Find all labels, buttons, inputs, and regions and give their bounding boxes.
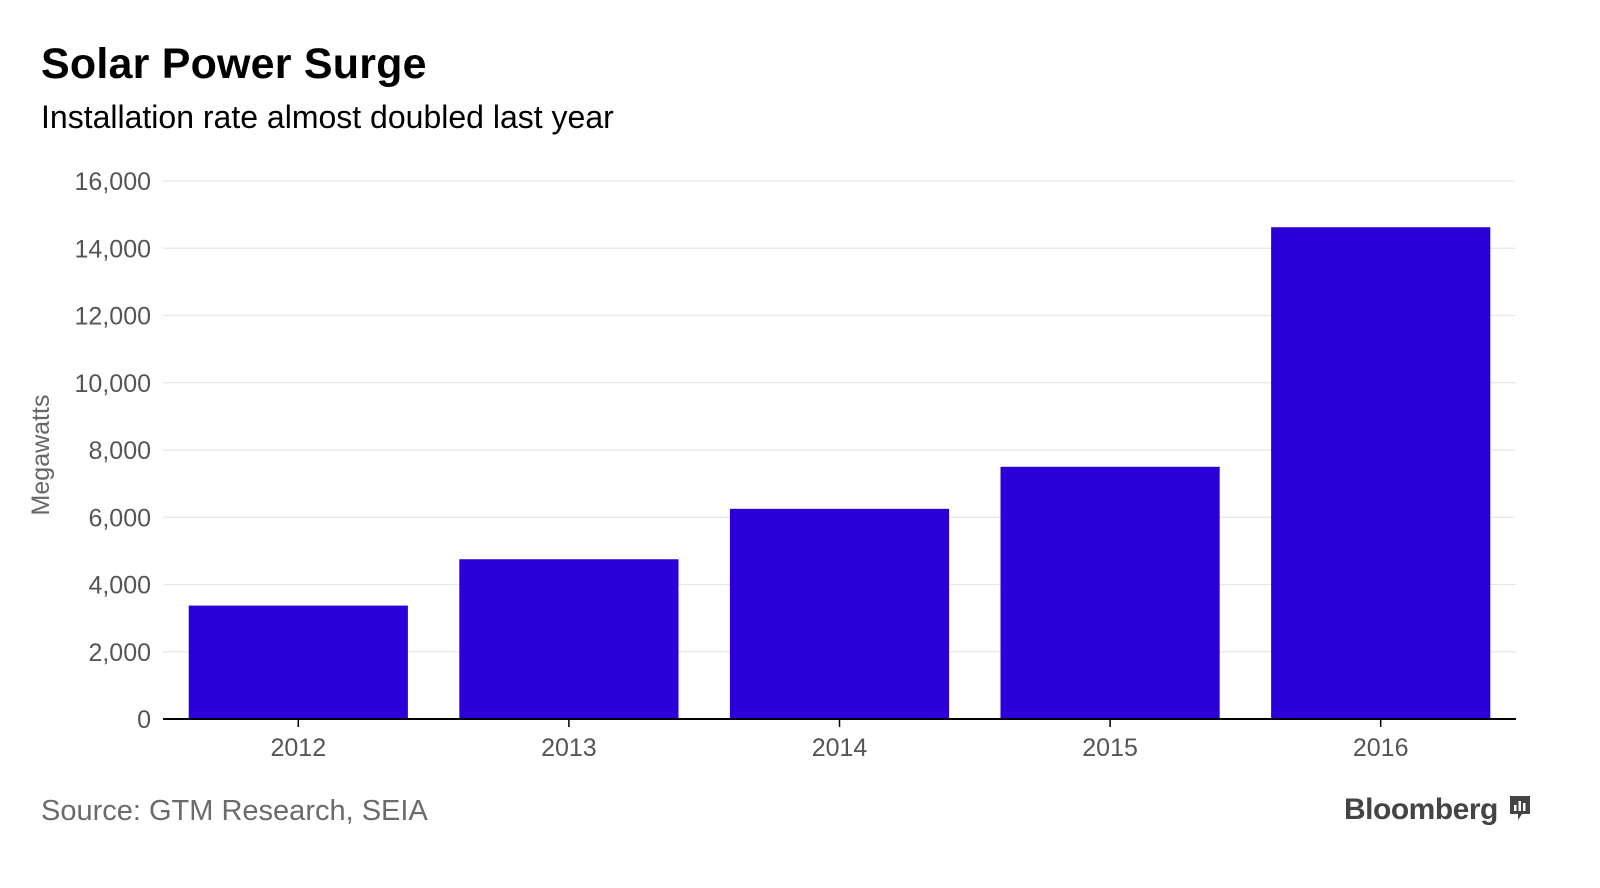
- bloomberg-chart-icon: [1508, 794, 1532, 827]
- x-tick-label: 2012: [270, 734, 326, 762]
- brand-name: Bloomberg: [1344, 793, 1498, 826]
- axes: [163, 718, 1516, 727]
- y-tick-label: 8,000: [88, 437, 151, 465]
- y-axis-title: Megawatts: [27, 395, 55, 516]
- y-tick-label: 4,000: [88, 572, 151, 600]
- bars: [188, 227, 1491, 719]
- bar-2016: [1271, 227, 1491, 719]
- bar-2012: [188, 605, 408, 719]
- chart-title: Solar Power Surge: [41, 40, 427, 88]
- y-tick-label: 14,000: [75, 235, 151, 263]
- brand-logo: Bloomberg: [1344, 793, 1532, 827]
- x-tick-label: 2015: [1082, 734, 1138, 762]
- y-tick-label: 0: [137, 706, 151, 734]
- y-tick-label: 2,000: [88, 639, 151, 667]
- bar-2015: [1000, 466, 1220, 719]
- bar-2014: [729, 508, 950, 719]
- bar-2013: [459, 559, 679, 719]
- y-tick-label: 16,000: [75, 168, 151, 196]
- chart-subtitle: Installation rate almost doubled last ye…: [41, 99, 614, 135]
- tick-labels: 0 2,000 4,000 6,000 8,000 10,000 12,000 14,000 1…: [75, 168, 1409, 762]
- x-tick-label: 2016: [1353, 734, 1409, 762]
- y-tick-label: 10,000: [75, 370, 151, 398]
- x-tick-label: 2014: [812, 734, 868, 762]
- x-tick-label: 2013: [541, 734, 597, 762]
- y-tick-label: 12,000: [75, 303, 151, 331]
- y-tick-label: 6,000: [88, 504, 151, 532]
- source-note: Source: GTM Research, SEIA: [41, 795, 428, 827]
